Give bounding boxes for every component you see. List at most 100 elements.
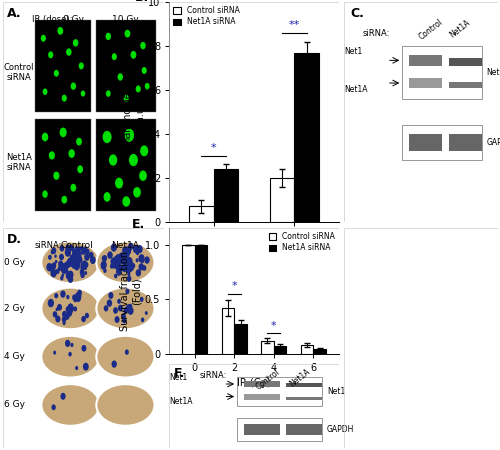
Circle shape [68,306,71,310]
Circle shape [56,269,60,274]
Bar [222,308,234,354]
Circle shape [42,133,48,141]
Circle shape [67,259,71,266]
Circle shape [48,255,52,260]
Circle shape [62,316,66,323]
Circle shape [112,53,117,60]
X-axis label: IR (Gy): IR (Gy) [237,378,271,388]
Text: F.: F. [174,367,186,380]
Circle shape [48,51,54,59]
Circle shape [54,293,58,298]
Circle shape [101,263,105,270]
Circle shape [52,248,57,254]
Circle shape [83,363,88,371]
Bar [448,58,482,66]
Circle shape [124,94,129,102]
Bar [244,423,280,435]
Circle shape [121,255,127,264]
Circle shape [104,192,110,202]
Circle shape [128,264,134,272]
Text: GAPDH: GAPDH [486,138,500,147]
Text: 6 Gy: 6 Gy [4,400,25,410]
Circle shape [106,90,110,97]
Circle shape [62,321,66,325]
Circle shape [50,269,57,278]
Circle shape [102,256,106,261]
Circle shape [110,264,114,269]
Bar [35,20,92,112]
Text: Net1: Net1 [486,68,500,77]
Circle shape [133,245,139,253]
Bar [35,118,92,211]
Circle shape [116,256,119,261]
Circle shape [74,256,79,265]
Legend: Control siRNA, Net1A siRNA: Control siRNA, Net1A siRNA [173,6,240,27]
Circle shape [49,151,55,160]
Text: **: ** [289,20,300,30]
Circle shape [66,270,68,274]
Circle shape [58,27,63,35]
Bar [402,46,482,99]
Circle shape [80,90,85,97]
Circle shape [110,257,116,266]
Ellipse shape [96,288,154,329]
Circle shape [68,270,73,279]
Circle shape [68,306,73,314]
Circle shape [115,264,119,270]
Circle shape [62,311,67,318]
Circle shape [60,393,66,400]
Circle shape [76,294,81,302]
Circle shape [74,249,78,255]
Circle shape [80,249,85,255]
Circle shape [68,258,71,262]
Circle shape [125,258,130,264]
Circle shape [123,258,128,265]
Circle shape [123,261,127,265]
Circle shape [120,254,124,260]
Circle shape [48,264,52,271]
Text: Net1A: Net1A [169,397,192,406]
Circle shape [124,258,130,265]
Circle shape [82,247,87,254]
Circle shape [136,245,142,253]
Circle shape [108,300,111,304]
Circle shape [58,266,61,271]
Circle shape [126,262,130,267]
Circle shape [41,35,46,42]
Circle shape [68,149,75,158]
Circle shape [128,304,132,309]
Circle shape [50,265,53,269]
Bar [286,383,322,387]
Circle shape [127,275,132,282]
Circle shape [122,267,126,272]
Text: 2 Gy: 2 Gy [4,304,25,313]
Circle shape [68,258,73,267]
Circle shape [127,261,130,265]
Circle shape [73,39,78,47]
Circle shape [67,258,73,267]
Circle shape [68,258,71,262]
Text: Net1A: Net1A [448,18,472,39]
Circle shape [106,299,112,307]
Circle shape [129,154,138,166]
Circle shape [56,315,60,323]
Circle shape [57,304,62,311]
Text: *: * [232,281,237,291]
Bar [261,341,274,354]
Circle shape [61,266,67,274]
Circle shape [132,263,136,268]
Circle shape [70,261,72,264]
Circle shape [118,260,122,265]
Circle shape [50,268,53,272]
Circle shape [140,145,148,156]
Circle shape [114,274,117,278]
Circle shape [72,259,76,265]
Bar [286,396,322,400]
Circle shape [118,267,120,271]
Circle shape [54,270,58,274]
Circle shape [80,262,86,270]
Circle shape [124,261,130,269]
Text: GAPDH: GAPDH [327,425,354,434]
Circle shape [66,48,71,56]
Y-axis label: Tail moment
(a.u.): Tail moment (a.u.) [124,82,145,142]
